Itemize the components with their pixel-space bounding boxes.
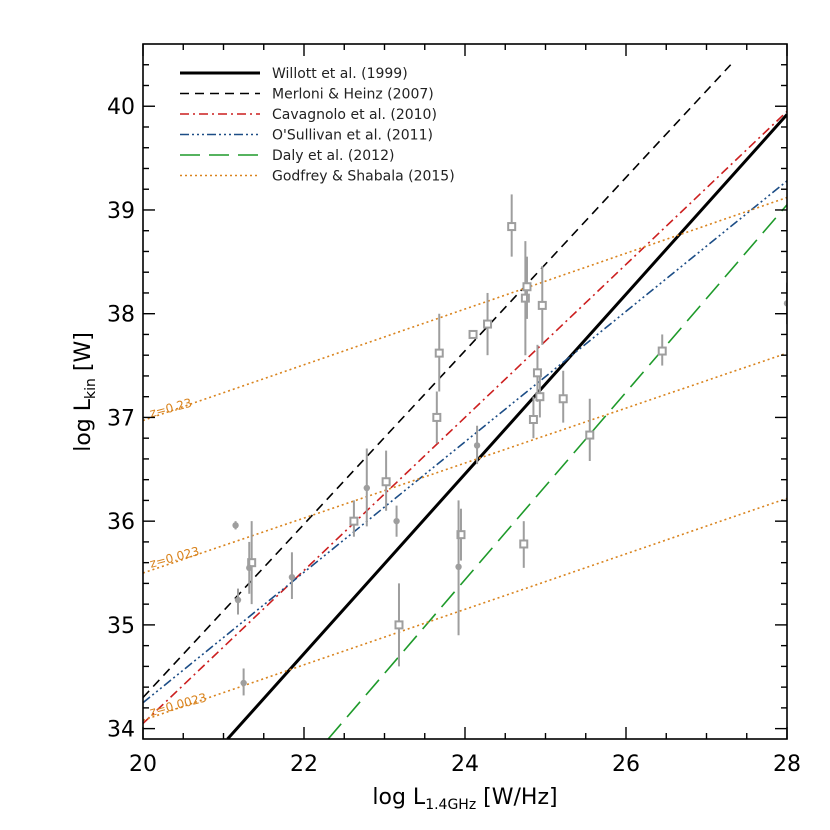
legend-label-3: O'Sullivan et al. (2011) <box>272 128 433 144</box>
data-point-circle-8 <box>473 425 481 465</box>
series-layer <box>143 64 787 739</box>
data-point-circle-1 <box>234 588 242 615</box>
series-line-0 <box>226 113 787 739</box>
series-line-3 <box>143 180 787 704</box>
legend-label-1: Merloni & Heinz (2007) <box>272 87 434 103</box>
data-point-circle-3 <box>246 541 253 594</box>
x-tick-label-1: 22 <box>290 752 318 777</box>
z-label-2: z=0.0023 <box>148 690 208 719</box>
z-label-0: z=0.23 <box>148 396 193 421</box>
data-point-square-6 <box>456 508 466 561</box>
data-point-square-5 <box>434 313 444 392</box>
data-point-square-11 <box>520 241 530 356</box>
legend-label-2: Cavagnolo et al. (2010) <box>272 107 437 123</box>
data-point-square-7 <box>468 329 478 339</box>
data-point-circle-4 <box>288 552 296 599</box>
data-point-circle-0 <box>232 521 239 530</box>
series-line-5 <box>143 196 787 422</box>
series-line-1 <box>143 64 732 699</box>
data-point-square-10 <box>519 521 529 568</box>
series-line-4 <box>327 204 787 739</box>
legend-label-4: Daly et al. (2012) <box>272 148 394 164</box>
data-point-square-3 <box>394 583 404 667</box>
data-point-square-2 <box>381 450 391 511</box>
tick-layer: 20 22 24 26 28 34 35 36 37 38 39 40 <box>107 44 801 777</box>
y-tick-label-3: 37 <box>107 406 135 431</box>
data-point-square-9 <box>507 194 517 257</box>
data-point-square-18 <box>585 398 595 461</box>
legend-label-5: Godfrey & Shabala (2015) <box>272 169 455 185</box>
z-label-1: z=0.023 <box>148 544 201 571</box>
data-point-square-1 <box>349 500 359 537</box>
y-tick-label-0: 34 <box>107 718 135 743</box>
data-point-square-17 <box>558 370 568 423</box>
data-point-circle-2 <box>240 668 247 696</box>
data-point-square-13 <box>528 396 538 439</box>
data-point-square-12 <box>522 256 532 319</box>
y-tick-label-4: 38 <box>107 303 135 328</box>
plot-frame <box>142 43 788 740</box>
data-point-circle-6 <box>393 505 400 537</box>
data-point-square-16 <box>537 265 547 345</box>
series-line-2 <box>143 110 787 725</box>
y-axis-title: log Lkin [W] <box>71 332 99 452</box>
x-tick-label-3: 26 <box>612 752 640 777</box>
data-point-square-4 <box>432 391 442 444</box>
points-layer <box>232 194 787 696</box>
y-tick-label-6: 40 <box>107 95 135 120</box>
x-tick-label-2: 24 <box>451 752 479 777</box>
series-line-6 <box>143 352 787 574</box>
data-point-square-15 <box>535 375 545 418</box>
data-point-circle-7 <box>455 500 462 636</box>
y-tick-label-5: 39 <box>107 199 135 224</box>
y-tick-label-2: 36 <box>107 510 135 535</box>
data-point-square-8 <box>483 292 493 356</box>
data-point-square-19 <box>657 334 667 366</box>
series-line-7 <box>143 497 787 722</box>
x-tick-label-4: 28 <box>773 752 801 777</box>
data-point-circle-5 <box>363 448 370 527</box>
legend: Willott et al. (1999) Merloni & Heinz (20… <box>180 66 455 185</box>
x-tick-label-0: 20 <box>129 752 157 777</box>
x-axis-title: log L1.4GHz [W/Hz] <box>372 785 557 813</box>
legend-label-0: Willott et al. (1999) <box>272 66 408 82</box>
y-tick-label-1: 35 <box>107 614 135 639</box>
